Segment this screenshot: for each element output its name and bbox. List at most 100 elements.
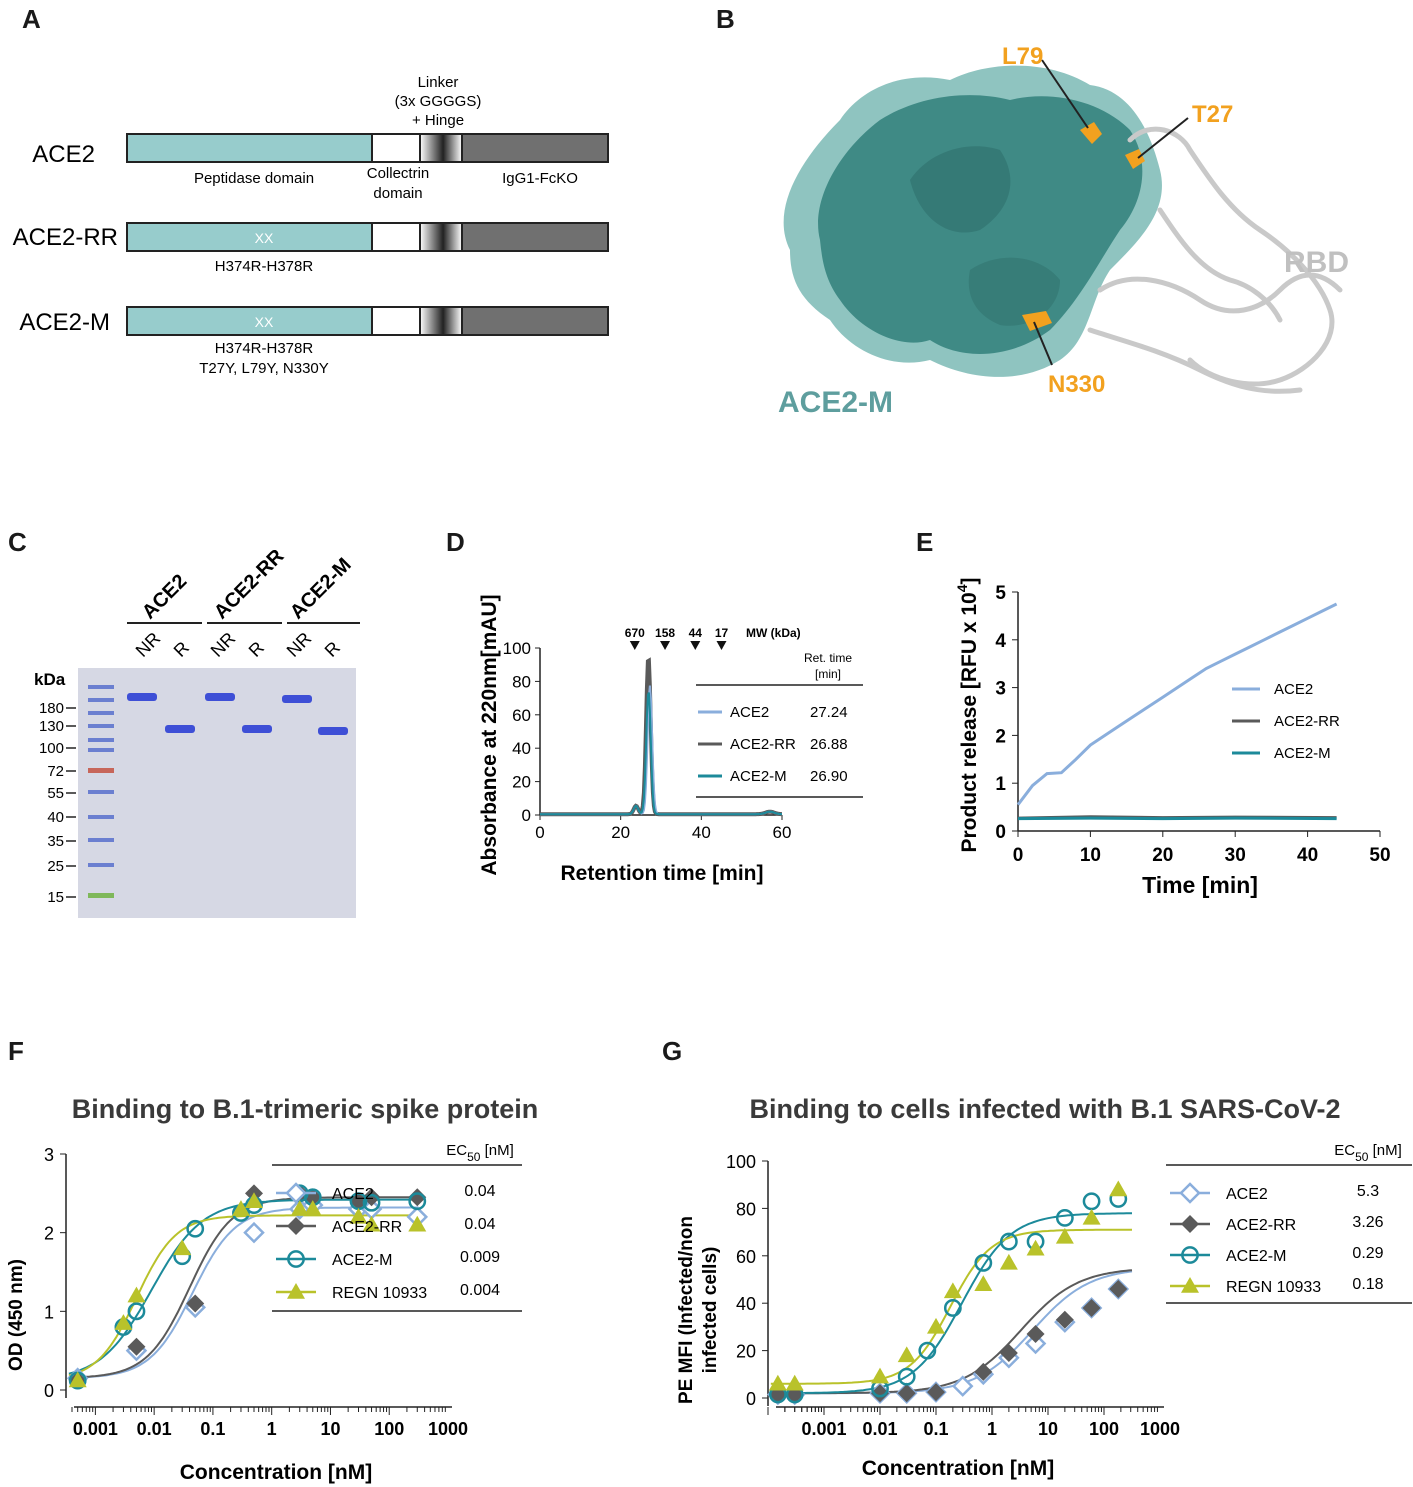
marker-130: 130: [39, 718, 64, 735]
peptidase-domain-label: Peptidase domain: [194, 170, 314, 187]
d-mw-arrow: [629, 641, 640, 650]
construct-ace2-rr: [126, 222, 609, 252]
gel-sample-ace2-m: ACE2-M: [286, 554, 356, 624]
ytick-label: 0: [44, 1381, 54, 1401]
point-regn: [303, 1200, 322, 1216]
point-ace2-m: [974, 1254, 993, 1272]
d-mw-label: 44: [689, 626, 703, 640]
panel-label-f: F: [8, 1036, 24, 1066]
ytick-label: 3: [44, 1145, 54, 1165]
legend-ec50: 0.04: [464, 1183, 495, 1200]
point-regn: [287, 1283, 305, 1299]
e-ytick-label: 1: [995, 774, 1006, 795]
d-mw-label: 670: [625, 626, 645, 640]
point-regn: [114, 1314, 133, 1330]
point-ace2-rr: [1026, 1325, 1045, 1344]
d-legend-ace2-value: 27.24: [810, 704, 848, 721]
d-legend-ace2-rr: ACE2-RR: [730, 736, 796, 753]
xtick-label: 10: [320, 1419, 340, 1439]
legend-ec50: 0.004: [460, 1282, 500, 1299]
legend-label: ACE2: [332, 1186, 374, 1203]
linker-label-1: Linker: [418, 74, 459, 91]
ec50-header: EC50 [nM]: [1334, 1142, 1402, 1164]
e-xtick-label: 20: [1152, 845, 1173, 866]
gel-sample-ace2: ACE2: [138, 570, 191, 623]
e-ytick-label: 3: [995, 679, 1006, 700]
e-ytick-label: 0: [995, 822, 1006, 843]
gel-ladder: [88, 685, 114, 898]
d-ytick-label: 100: [503, 639, 531, 658]
ytick-label: 60: [736, 1247, 756, 1267]
point-ace2-m: [943, 1299, 962, 1317]
marker-100: 100: [39, 740, 64, 757]
xtick-label: 100: [1089, 1419, 1119, 1439]
f-xlabel: Concentration [nM]: [180, 1461, 372, 1484]
marker-35: 35: [47, 833, 64, 850]
panel-g-chart: Binding to cells infected with B.1 SARS-…: [676, 1094, 1412, 1480]
t27-highlight: [1125, 149, 1145, 169]
point-ace2-rr: [927, 1383, 945, 1402]
curve-regn-10933: [770, 1228, 1133, 1385]
rbd-ribbon: [1087, 126, 1343, 394]
panel-c-gel: ACE2 ACE2-RR ACE2-M NR R NR R NR R kDa 1…: [34, 550, 360, 918]
d-ytick-label: 40: [512, 739, 531, 758]
panel-b-structure: L79 T27 N330 RBD ACE2-M: [778, 43, 1349, 419]
d-legend-ace2: ACE2: [730, 704, 769, 721]
d-legend-ace2-m: ACE2-M: [730, 768, 787, 785]
point-ace2-rr: [1055, 1310, 1074, 1329]
d-xlabel: Retention time [min]: [561, 862, 764, 885]
point-ace2-rr: [1109, 1279, 1128, 1298]
point-ace2: [951, 1375, 974, 1397]
d-xtick-label: 60: [773, 823, 792, 842]
legend-label: ACE2-M: [332, 1252, 392, 1269]
xtick-label: 0.001: [73, 1419, 118, 1439]
legend-label: REGN 10933: [332, 1285, 427, 1302]
ytick-label: 2: [44, 1224, 54, 1244]
e-xtick-label: 0: [1013, 845, 1024, 866]
lane-4-label: R: [245, 637, 268, 660]
g-title: Binding to cells infected with B.1 SARS-…: [749, 1094, 1340, 1124]
g-xlabel: Concentration [nM]: [862, 1457, 1054, 1480]
point-ace2-rr: [287, 1217, 305, 1235]
g-ylabel-2: infected cells): [700, 1247, 721, 1374]
panel-label-a: A: [22, 4, 41, 34]
point-regn: [408, 1215, 427, 1232]
d-xtick-label: 0: [535, 823, 544, 842]
d-xtick-label: 40: [692, 823, 711, 842]
e-xtick-label: 10: [1080, 845, 1101, 866]
panel-d-chart: Absorbance at 220nm[mAU] Retention time …: [478, 594, 863, 885]
g-ylabel-1: PE MFI (Infected/non: [676, 1216, 697, 1404]
point-ace2-m: [127, 1302, 146, 1321]
point-regn: [999, 1253, 1018, 1270]
n330-leader: [1033, 321, 1053, 366]
lane-5-label: NR: [283, 628, 316, 661]
point-ace2-rr: [362, 1188, 381, 1207]
panel-label-d: D: [446, 527, 465, 557]
e-series-ace2-m: [1017, 816, 1337, 821]
d-ytick-label: 60: [512, 706, 531, 725]
ytick-label: 1: [44, 1302, 54, 1322]
point-regn: [785, 1374, 804, 1391]
point-regn: [1082, 1208, 1101, 1225]
point-ace2: [1179, 1182, 1201, 1204]
point-ace2-m: [918, 1341, 937, 1360]
e-series-ace2: [1016, 602, 1338, 806]
point-regn: [127, 1286, 146, 1303]
ace2-m-surface: [783, 65, 1162, 377]
d-legend-ace2-m-value: 26.90: [810, 768, 848, 785]
ytick-label: 80: [736, 1199, 756, 1219]
point-ace2: [243, 1221, 265, 1244]
point-ace2-m: [287, 1250, 305, 1268]
d-xtick-label: 20: [611, 823, 630, 842]
mutation-label-rr: H374R-H378R: [215, 258, 314, 275]
l79-highlight: [1080, 122, 1102, 144]
point-ace2-rr: [127, 1337, 146, 1356]
ec50-header: EC50 [nM]: [446, 1142, 514, 1164]
point-regn: [173, 1239, 192, 1256]
legend-ec50: 3.26: [1352, 1214, 1383, 1231]
n330-label: N330: [1048, 371, 1105, 398]
legend-ec50: 0.009: [460, 1249, 500, 1266]
d-ret-header-2: [min]: [815, 667, 841, 681]
point-regn: [897, 1346, 916, 1363]
collectrin-label-1: Collectrin: [367, 165, 430, 182]
